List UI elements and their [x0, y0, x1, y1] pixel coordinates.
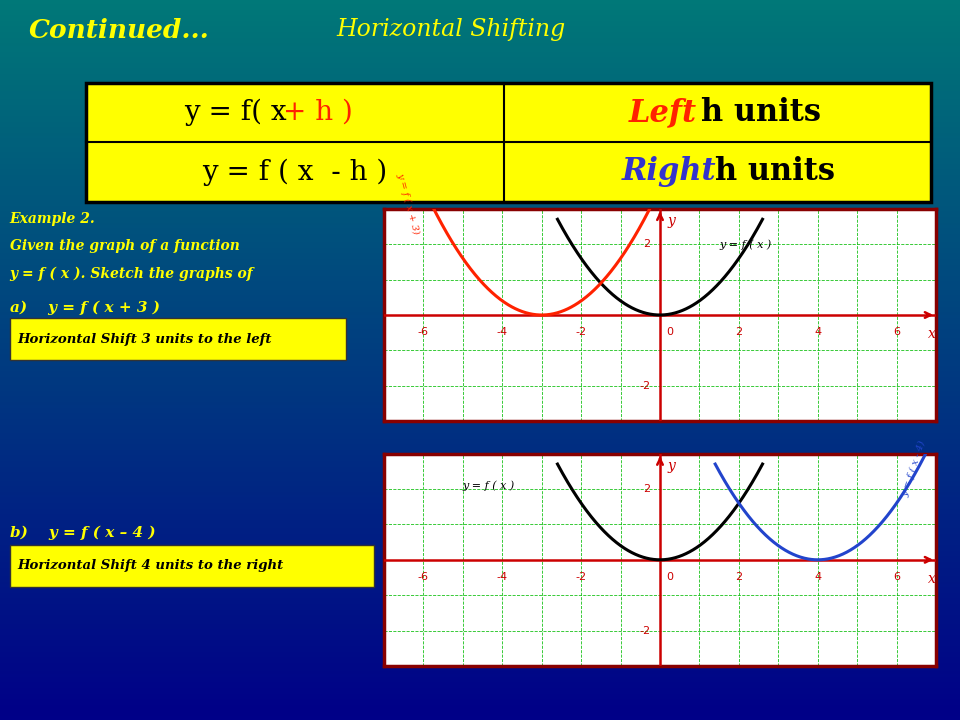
Bar [86, 83, 931, 202]
Text: 0: 0 [666, 572, 673, 582]
Text: y = f ( x ): y = f ( x ) [719, 239, 772, 250]
Text: Example 2.: Example 2. [10, 212, 95, 226]
Text: -4: -4 [496, 328, 508, 338]
Text: + h ): + h ) [283, 99, 353, 126]
Text: y = f ( x ): y = f ( x ) [463, 480, 516, 491]
Text: 4: 4 [814, 328, 821, 338]
Text: 4: 4 [814, 572, 821, 582]
Text: h units: h units [715, 156, 835, 187]
Text: y = f( x: y = f( x [183, 99, 296, 126]
Text: y = f ( x - 4): y = f ( x - 4) [900, 440, 927, 498]
Text: -4: -4 [496, 572, 508, 582]
Text: x: x [928, 328, 936, 341]
Text: y: y [668, 214, 676, 228]
Text: -2: -2 [576, 328, 587, 338]
Text: -2: -2 [639, 626, 650, 636]
Text: b)    y = f ( x – 4 ): b) y = f ( x – 4 ) [10, 526, 156, 540]
Text: 6: 6 [893, 572, 900, 582]
Text: 2: 2 [735, 328, 742, 338]
Text: 2: 2 [735, 572, 742, 582]
Text: x: x [928, 572, 936, 586]
Bar [10, 545, 374, 587]
Text: 0: 0 [666, 328, 673, 338]
Text: a)    y = f ( x + 3 ): a) y = f ( x + 3 ) [10, 301, 159, 315]
Text: Continued...: Continued... [29, 18, 209, 43]
Text: -6: -6 [418, 328, 429, 338]
Text: Horizontal Shift 4 units to the right: Horizontal Shift 4 units to the right [17, 559, 283, 572]
Text: y: y [668, 459, 676, 473]
Text: Horizontal Shifting: Horizontal Shifting [337, 18, 565, 41]
Text: -2: -2 [576, 572, 587, 582]
Text: -6: -6 [418, 572, 429, 582]
Bar [10, 318, 346, 360]
Text: y = f ( x ). Sketch the graphs of: y = f ( x ). Sketch the graphs of [10, 266, 253, 281]
Text: y = f ( x  - h ): y = f ( x - h ) [203, 158, 388, 186]
Text: h units: h units [701, 97, 821, 128]
Text: 2: 2 [643, 484, 650, 494]
Text: Given the graph of a function: Given the graph of a function [10, 239, 239, 253]
Text: Left: Left [629, 97, 708, 128]
Text: Horizontal Shift 3 units to the left: Horizontal Shift 3 units to the left [17, 333, 272, 346]
Text: Right: Right [622, 156, 728, 187]
Text: 6: 6 [893, 328, 900, 338]
Text: y = f ( x + 3): y = f ( x + 3) [396, 172, 421, 235]
Text: -2: -2 [639, 381, 650, 391]
Text: 2: 2 [643, 239, 650, 249]
